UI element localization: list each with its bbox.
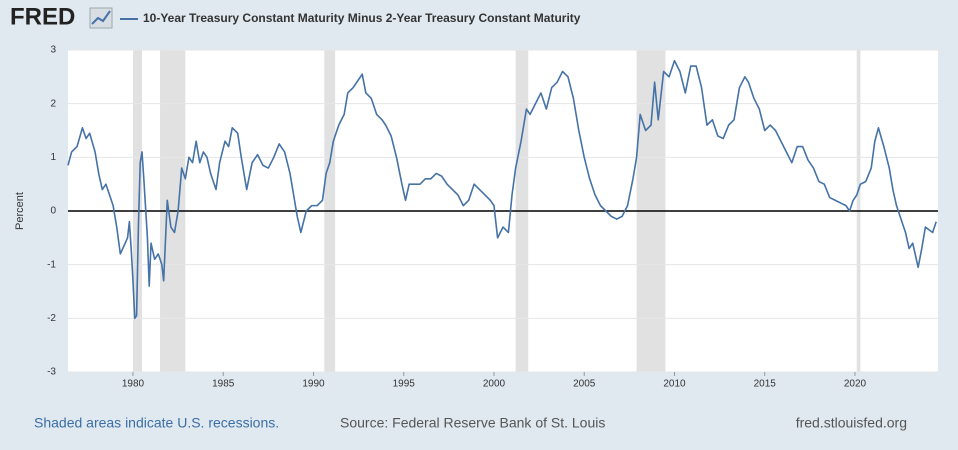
- logo-line: [91, 10, 111, 25]
- footer-note: Shaded areas indicate U.S. recessions.: [34, 415, 279, 431]
- x-tick-label: 2015: [754, 379, 777, 390]
- x-tick-label: 2000: [483, 379, 506, 390]
- x-tick-label: 1985: [212, 379, 235, 390]
- x-tick-label: 1995: [393, 379, 416, 390]
- y-tick-label: 3: [50, 45, 56, 56]
- x-tick-label: 2010: [663, 379, 686, 390]
- y-tick-label: 0: [50, 206, 56, 217]
- y-tick-label: -2: [47, 313, 56, 324]
- legend-label: 10-Year Treasury Constant Maturity Minus…: [143, 11, 581, 25]
- y-axis-label: Percent: [14, 192, 26, 230]
- y-tick-label: -1: [47, 259, 56, 270]
- y-tick-label: 2: [50, 98, 56, 109]
- y-tick-label: -3: [47, 367, 56, 378]
- logo-icon: [89, 7, 113, 29]
- footer-source: Source: Federal Reserve Bank of St. Loui…: [340, 415, 605, 431]
- x-tick-label: 2020: [844, 379, 867, 390]
- logo: FRED: [10, 3, 75, 30]
- y-tick-label: 1: [50, 152, 56, 163]
- x-tick-label: 1980: [122, 379, 145, 390]
- series-line: [67, 59, 937, 320]
- x-tick-label: 2005: [573, 379, 596, 390]
- footer-url: fred.stlouisfed.org: [796, 415, 907, 431]
- x-tick-label: 1990: [302, 379, 325, 390]
